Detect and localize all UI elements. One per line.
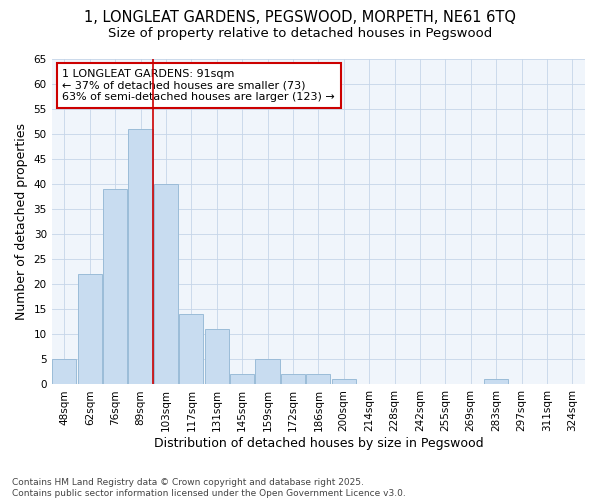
- Bar: [154, 184, 178, 384]
- Bar: [205, 330, 229, 384]
- Bar: [77, 274, 102, 384]
- X-axis label: Distribution of detached houses by size in Pegswood: Distribution of detached houses by size …: [154, 437, 483, 450]
- Bar: [256, 360, 280, 384]
- Y-axis label: Number of detached properties: Number of detached properties: [15, 123, 28, 320]
- Bar: [179, 314, 203, 384]
- Bar: [128, 129, 152, 384]
- Bar: [484, 380, 508, 384]
- Text: 1, LONGLEAT GARDENS, PEGSWOOD, MORPETH, NE61 6TQ: 1, LONGLEAT GARDENS, PEGSWOOD, MORPETH, …: [84, 10, 516, 25]
- Bar: [332, 380, 356, 384]
- Text: 1 LONGLEAT GARDENS: 91sqm
← 37% of detached houses are smaller (73)
63% of semi-: 1 LONGLEAT GARDENS: 91sqm ← 37% of detac…: [62, 69, 335, 102]
- Bar: [281, 374, 305, 384]
- Bar: [306, 374, 331, 384]
- Bar: [230, 374, 254, 384]
- Bar: [103, 189, 127, 384]
- Text: Size of property relative to detached houses in Pegswood: Size of property relative to detached ho…: [108, 28, 492, 40]
- Text: Contains HM Land Registry data © Crown copyright and database right 2025.
Contai: Contains HM Land Registry data © Crown c…: [12, 478, 406, 498]
- Bar: [52, 360, 76, 384]
